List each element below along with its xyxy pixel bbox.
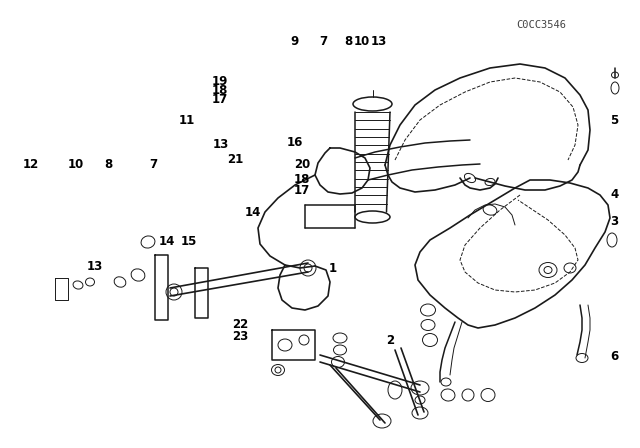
Text: 5: 5 [611,114,618,128]
Text: 21: 21 [227,152,244,166]
Text: 10: 10 [353,34,370,48]
Text: 9: 9 [291,34,298,48]
Text: 18: 18 [294,172,310,186]
Text: 18: 18 [212,84,228,97]
Text: 17: 17 [212,93,228,106]
Text: 20: 20 [294,158,310,172]
Text: 8: 8 [105,158,113,172]
Text: 15: 15 [180,234,197,248]
Text: 16: 16 [286,136,303,149]
Text: 14: 14 [244,206,261,220]
Text: 19: 19 [212,75,228,88]
Text: 7: 7 [319,34,327,48]
Text: C0CC3546: C0CC3546 [516,20,566,30]
Text: 2: 2 [387,334,394,347]
Text: 10: 10 [67,158,84,172]
Text: 4: 4 [611,188,618,202]
Text: 13: 13 [86,260,103,273]
Text: 14: 14 [158,234,175,248]
Text: 6: 6 [611,349,618,363]
Text: 13: 13 [371,34,387,48]
Text: 17: 17 [294,184,310,197]
Text: 1: 1 [329,262,337,276]
Text: 3: 3 [611,215,618,228]
Text: 13: 13 [212,138,229,151]
Text: 22: 22 [232,318,248,332]
Text: 23: 23 [232,329,248,343]
Text: 8: 8 [345,34,353,48]
Text: 7: 7 [150,158,157,172]
Text: 12: 12 [22,158,39,172]
Text: 11: 11 [179,113,195,127]
